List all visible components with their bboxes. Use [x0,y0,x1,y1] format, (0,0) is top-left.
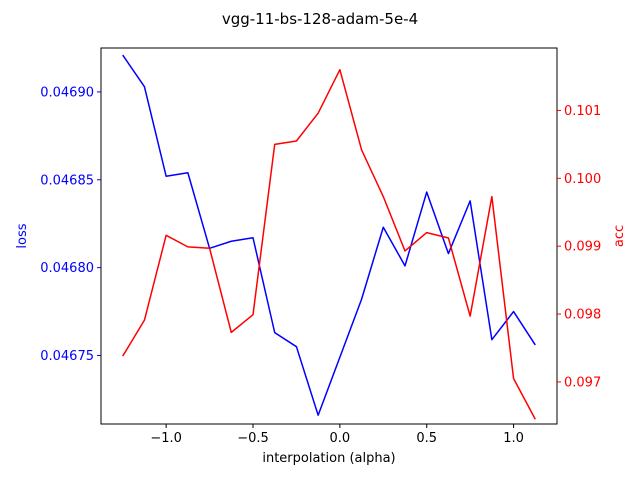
y-right-tick-label: 0.098 [564,308,601,323]
x-tick-label: −0.5 [237,431,269,446]
x-tick-label: 1.0 [503,431,524,446]
y-axis-right: 0.097 0.098 0.099 0.100 0.101 [557,104,601,390]
x-tick-label: 0.5 [416,431,437,446]
x-axis: −1.0 −0.5 0.0 0.5 1.0 [150,424,524,446]
y-left-tick-label: 0.04675 [40,349,94,364]
y-left-tick-label: 0.04685 [40,173,94,188]
y-left-tick-label: 0.04680 [40,261,94,276]
plot-frame [100,47,558,425]
x-tick-label: 0.0 [330,431,351,446]
y-right-tick-label: 0.101 [564,104,601,119]
y-right-tick-label: 0.097 [564,375,601,390]
y-left-tick-label: 0.04690 [40,85,94,100]
y-right-tick-label: 0.100 [564,172,601,187]
chart-title: vgg-11-bs-128-adam-5e-4 [222,10,418,28]
x-axis-label: interpolation (alpha) [262,451,395,466]
y-axis-left-label: loss [15,223,30,248]
y-right-tick-label: 0.099 [564,240,601,255]
plot-lines [122,54,536,420]
y-axis-right-label: acc [612,225,627,247]
series-line-acc [122,68,536,420]
series-line-loss [122,54,536,416]
x-tick-label: −1.0 [150,431,182,446]
y-axis-left: 0.04675 0.04680 0.04685 0.04690 [40,85,101,364]
